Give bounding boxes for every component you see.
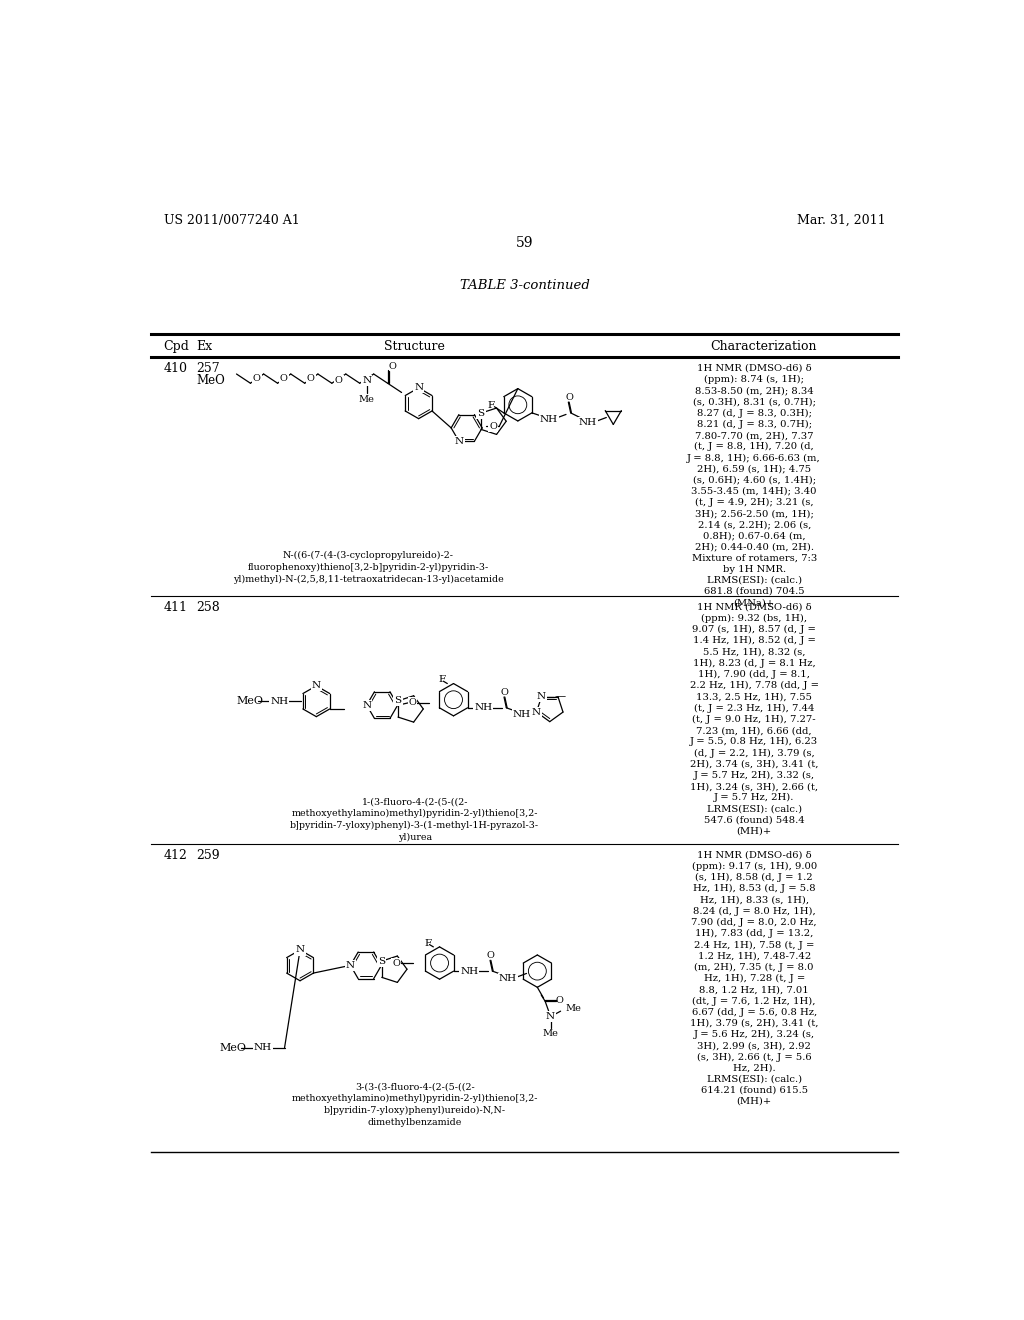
Text: US 2011/0077240 A1: US 2011/0077240 A1	[164, 214, 299, 227]
Text: Characterization: Characterization	[711, 339, 817, 352]
Text: MeO: MeO	[237, 696, 263, 706]
Text: N: N	[311, 681, 321, 690]
Text: 259: 259	[197, 849, 220, 862]
Text: O: O	[501, 688, 509, 697]
Text: Me: Me	[358, 395, 375, 404]
Text: N: N	[531, 708, 541, 717]
Text: Cpd: Cpd	[164, 339, 189, 352]
Text: F: F	[487, 401, 495, 409]
Text: F: F	[424, 939, 431, 948]
Text: N: N	[362, 701, 372, 710]
Text: 412: 412	[164, 849, 187, 862]
Text: N: N	[537, 692, 546, 701]
Text: NH: NH	[270, 697, 288, 706]
Text: 1H NMR (DMSO-d6) δ
(ppm): 9.17 (s, 1H), 9.00
(s, 1H), 8.58 (d, J = 1.2
Hz, 1H), : 1H NMR (DMSO-d6) δ (ppm): 9.17 (s, 1H), …	[690, 850, 818, 1106]
Text: F: F	[438, 676, 445, 684]
Text: Me: Me	[543, 1030, 558, 1038]
Text: NH: NH	[540, 414, 558, 424]
Text: 1H NMR (DMSO-d6) δ
(ppm): 8.74 (s, 1H);
8.53-8.50 (m, 2H); 8.34
(s, 0.3H), 8.31 : 1H NMR (DMSO-d6) δ (ppm): 8.74 (s, 1H); …	[687, 364, 821, 607]
Text: O: O	[392, 958, 400, 968]
Text: O: O	[555, 995, 563, 1005]
Text: O: O	[253, 374, 260, 383]
Text: N: N	[362, 376, 372, 385]
Text: NH: NH	[579, 417, 597, 426]
Text: —: —	[555, 692, 565, 702]
Text: 1H NMR (DMSO-d6) δ
(ppm): 9.32 (bs, 1H),
9.07 (s, 1H), 8.57 (d, J =
1.4 Hz, 1H),: 1H NMR (DMSO-d6) δ (ppm): 9.32 (bs, 1H),…	[690, 603, 819, 836]
Text: Ex: Ex	[197, 339, 212, 352]
Text: MeO: MeO	[219, 1043, 247, 1053]
Text: O: O	[335, 376, 343, 385]
Text: N: N	[296, 945, 304, 954]
Text: NH: NH	[254, 1043, 272, 1052]
Text: NH: NH	[513, 710, 530, 719]
Text: S: S	[394, 697, 401, 705]
Text: N: N	[546, 1012, 555, 1022]
Text: O: O	[409, 698, 417, 708]
Text: 1-(3-fluoro-4-(2-(5-((2-
methoxyethylamino)methyl)pyridin-2-yl)thieno[3,2-
b]pyr: 1-(3-fluoro-4-(2-(5-((2- methoxyethylami…	[290, 797, 540, 842]
Text: NH: NH	[460, 966, 478, 975]
Text: Mar. 31, 2011: Mar. 31, 2011	[798, 214, 886, 227]
Text: O: O	[486, 952, 495, 960]
Text: 59: 59	[516, 236, 534, 249]
Text: N: N	[455, 437, 464, 446]
Text: S: S	[378, 957, 385, 965]
Text: N: N	[414, 383, 423, 392]
Text: 258: 258	[197, 601, 220, 614]
Text: O: O	[565, 393, 573, 403]
Text: MeO: MeO	[197, 374, 225, 387]
Text: NH: NH	[474, 704, 493, 713]
Text: O: O	[388, 362, 396, 371]
Text: N-((6-(7-(4-(3-cyclopropylureido)-2-
fluorophenoxy)thieno[3,2-b]pyridin-2-yl)pyr: N-((6-(7-(4-(3-cyclopropylureido)-2- flu…	[232, 552, 504, 585]
Text: 411: 411	[164, 601, 187, 614]
Text: 410: 410	[164, 363, 187, 375]
Text: S: S	[477, 409, 484, 417]
Text: Me: Me	[565, 1005, 581, 1014]
Text: O: O	[489, 422, 497, 430]
Text: NH: NH	[499, 974, 517, 982]
Text: O: O	[307, 374, 314, 383]
Text: N: N	[346, 961, 355, 970]
Text: 3-(3-(3-fluoro-4-(2-(5-((2-
methoxyethylamino)methyl)pyridin-2-yl)thieno[3,2-
b]: 3-(3-(3-fluoro-4-(2-(5-((2- methoxyethyl…	[292, 1082, 538, 1127]
Text: 257: 257	[197, 363, 220, 375]
Text: TABLE 3-continued: TABLE 3-continued	[460, 279, 590, 292]
Text: Structure: Structure	[384, 339, 445, 352]
Text: O: O	[280, 374, 288, 383]
